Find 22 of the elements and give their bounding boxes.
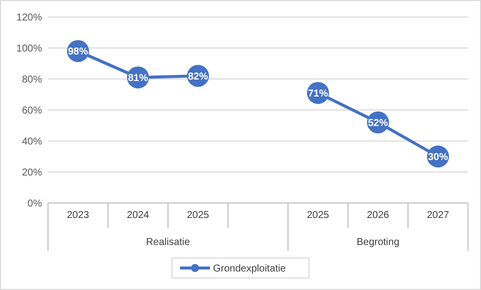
text: 30% [428,152,448,163]
x-tick-label: 2026 [366,210,390,221]
text: 52% [368,118,388,129]
x-tick-label: 2024 [126,210,150,221]
x-tick-label: 2025 [186,210,210,221]
text: 82% [188,71,208,82]
text: 71% [308,88,328,100]
y-tick-label: 20% [22,168,42,178]
x-tick-label: 2027 [426,210,450,221]
y-tick-label: 120% [16,12,42,24]
text: Begroting [356,237,400,248]
text: Realisatie [146,237,190,248]
text: 98% [68,46,88,58]
legend-label: Grondexploitatie [213,264,286,274]
y-tick-label: 100% [16,44,42,54]
x-tick-label: 2023 [66,210,90,221]
x-tick-label: 2025 [306,210,330,221]
y-tick-label: 0% [28,198,42,210]
text: 81% [128,72,148,84]
y-tick-label: 80% [22,74,42,86]
y-tick-label: 40% [22,136,42,148]
y-tick-label: 60% [22,106,42,116]
